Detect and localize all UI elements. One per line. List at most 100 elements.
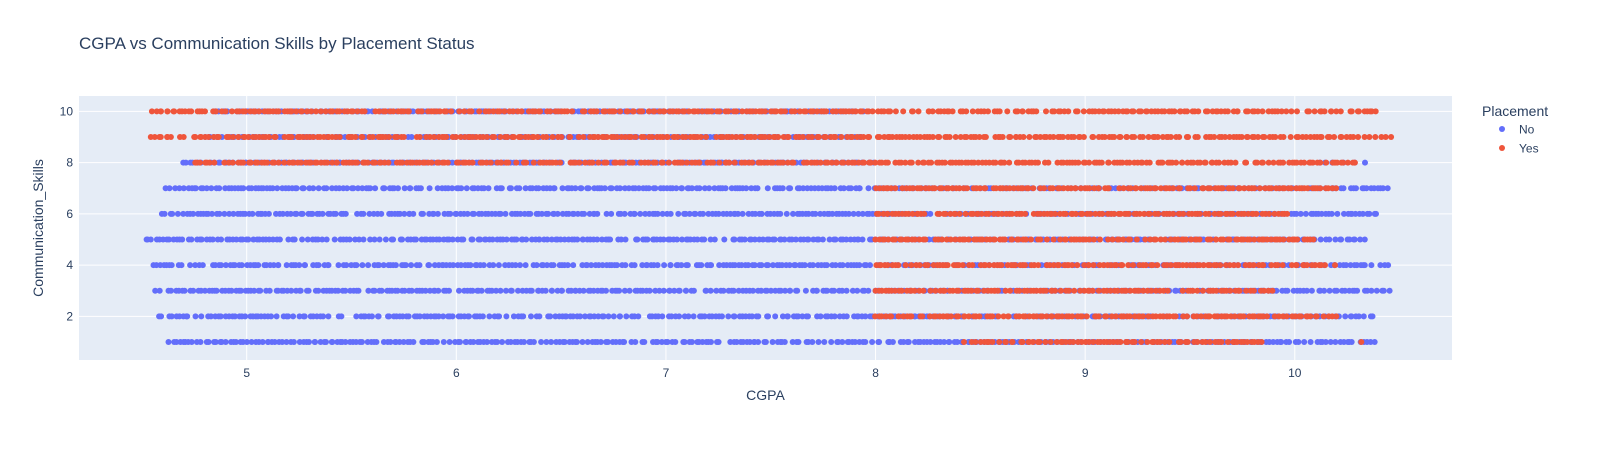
- data-point: [1139, 159, 1146, 166]
- legend[interactable]: Placement No Yes: [1482, 103, 1548, 156]
- data-point: [306, 339, 312, 346]
- data-point: [1016, 313, 1023, 320]
- data-point: [1326, 134, 1333, 141]
- data-point: [909, 210, 916, 217]
- data-point: [1241, 185, 1248, 192]
- y-tick-label: 2: [66, 309, 73, 323]
- data-point: [376, 236, 383, 243]
- data-point: [188, 236, 195, 243]
- data-point: [1271, 313, 1278, 320]
- data-point: [449, 313, 456, 320]
- data-point: [869, 108, 876, 115]
- data-point: [1344, 159, 1351, 166]
- data-point: [533, 262, 540, 269]
- data-point: [936, 134, 943, 141]
- data-point: [308, 108, 315, 115]
- data-point: [222, 262, 229, 269]
- data-point: [1213, 236, 1220, 243]
- data-point: [644, 262, 651, 269]
- data-point: [603, 210, 610, 217]
- data-point: [1159, 159, 1166, 166]
- data-point: [563, 313, 570, 320]
- y-axis-title: Communication_Skills: [30, 159, 46, 297]
- legend-item-no[interactable]: No: [1499, 123, 1535, 137]
- data-point: [623, 313, 630, 320]
- data-point: [476, 108, 483, 115]
- data-point: [574, 236, 581, 243]
- data-point: [1111, 210, 1117, 217]
- data-point: [1022, 313, 1029, 320]
- data-point: [989, 339, 996, 346]
- data-point: [1261, 287, 1268, 294]
- data-point: [390, 236, 397, 243]
- data-point: [672, 339, 679, 346]
- data-point: [699, 108, 706, 115]
- data-point: [824, 159, 831, 166]
- data-point: [690, 313, 697, 320]
- data-point: [208, 185, 215, 192]
- data-point: [496, 313, 503, 320]
- data-point: [743, 185, 750, 192]
- data-point: [386, 313, 393, 320]
- data-point: [400, 339, 407, 346]
- data-point: [628, 134, 635, 141]
- data-point: [635, 185, 642, 192]
- data-point: [942, 210, 949, 217]
- data-point: [1109, 236, 1116, 243]
- data-point: [1172, 313, 1179, 320]
- legend-item-yes[interactable]: Yes: [1499, 142, 1539, 156]
- data-point: [371, 287, 378, 294]
- data-point: [908, 313, 915, 320]
- data-point: [455, 159, 462, 166]
- data-point: [1373, 287, 1380, 294]
- data-point: [1125, 210, 1132, 217]
- data-point: [1361, 134, 1368, 141]
- data-point: [323, 236, 330, 243]
- data-point: [605, 313, 612, 320]
- data-point: [866, 134, 873, 141]
- data-point: [1114, 287, 1121, 294]
- data-point: [872, 236, 879, 243]
- data-point: [231, 262, 238, 269]
- data-point: [738, 134, 745, 141]
- data-point: [1125, 262, 1132, 269]
- data-point: [892, 185, 899, 192]
- data-point: [1295, 339, 1302, 346]
- data-point: [1348, 339, 1355, 346]
- data-point: [716, 108, 723, 115]
- data-point: [221, 210, 228, 217]
- data-point: [790, 159, 797, 166]
- data-point: [530, 339, 537, 346]
- data-point: [762, 108, 769, 115]
- data-point: [435, 287, 442, 294]
- data-point: [1070, 339, 1077, 346]
- data-point: [941, 287, 948, 294]
- data-point: [354, 159, 361, 166]
- data-point: [520, 313, 527, 320]
- data-point: [315, 287, 322, 294]
- chart-title: CGPA vs Communication Skills by Placemen…: [79, 34, 475, 53]
- data-point: [550, 262, 557, 269]
- data-point: [689, 339, 695, 346]
- data-point: [772, 313, 779, 320]
- data-point: [522, 262, 529, 269]
- data-point: [986, 262, 993, 269]
- data-point: [369, 313, 375, 320]
- data-point: [889, 134, 896, 141]
- data-point: [924, 262, 931, 269]
- data-point: [817, 313, 824, 320]
- data-point: [1136, 210, 1143, 217]
- data-point: [1205, 210, 1212, 217]
- data-point: [1162, 236, 1169, 243]
- data-point: [300, 185, 307, 192]
- data-point: [233, 236, 240, 243]
- data-point: [1303, 134, 1310, 141]
- data-point: [703, 134, 710, 141]
- data-point: [1244, 339, 1251, 346]
- data-point: [435, 313, 442, 320]
- data-point: [1176, 134, 1183, 141]
- data-point: [916, 236, 923, 243]
- data-point: [831, 313, 838, 320]
- data-point: [708, 262, 715, 269]
- data-point: [664, 134, 671, 141]
